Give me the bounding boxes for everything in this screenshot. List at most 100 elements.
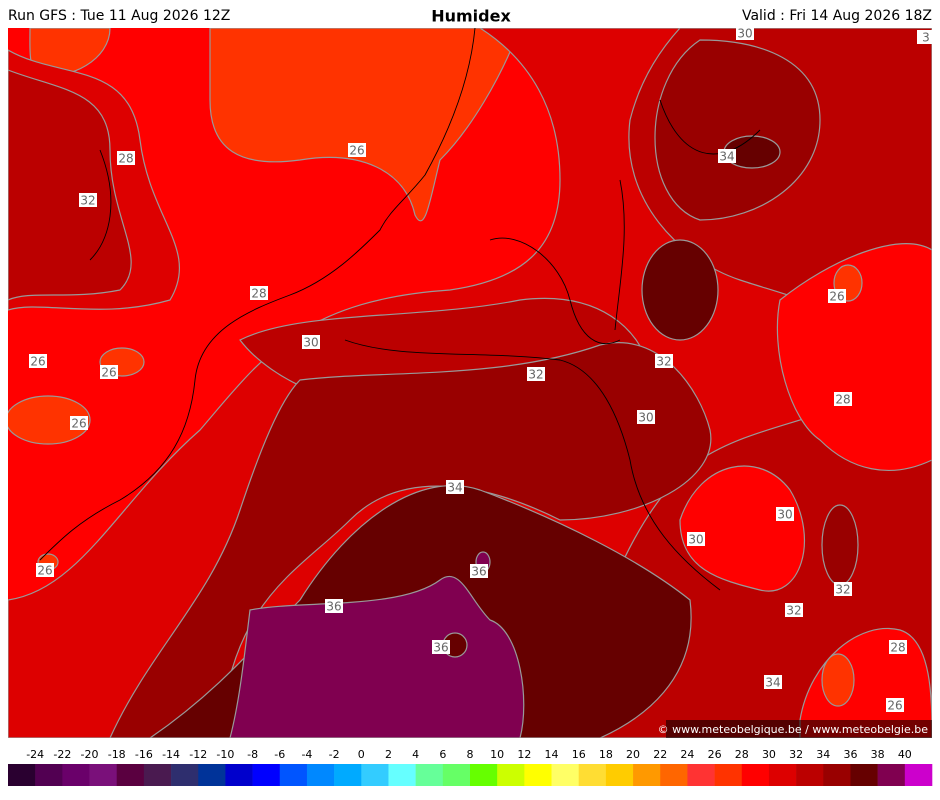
contour-label-text: 32 (835, 583, 850, 597)
colorbar-tick-label: 26 (708, 748, 722, 761)
colorbar-tick-label: -8 (247, 748, 258, 761)
contour-label-text: 30 (737, 27, 752, 41)
contour-label: 30 (687, 532, 705, 547)
colorbar-tick-label: 16 (572, 748, 586, 761)
contour-label-text: 36 (471, 565, 486, 579)
colorbar-tick-label: -6 (274, 748, 285, 761)
colorbar-swatch (470, 764, 498, 786)
contour-label-box (718, 149, 736, 163)
contour-label-text: 36 (433, 641, 448, 655)
map: 30 3 28 32 26 34 28 26 30 32 26 26 26 32 30 28 34 30 30 26 3… (8, 27, 932, 738)
contour-label-text: 36 (326, 600, 341, 614)
contour-label-text: 34 (719, 150, 734, 164)
colorbar-tick-label: 6 (439, 748, 446, 761)
contour-label-box (70, 416, 88, 430)
contour-label-box (764, 675, 782, 689)
colorbar-swatch (741, 764, 770, 786)
contour-label: 34 (718, 149, 736, 164)
colorbar-swatch (171, 764, 199, 786)
colorbar-tick-label: -22 (53, 748, 71, 761)
contour-label-text: 32 (528, 368, 543, 382)
colorbar-swatch (904, 764, 933, 786)
contour-label-box (637, 410, 655, 424)
colorbar-tick-label: 34 (816, 748, 830, 761)
colorbar-swatch (62, 764, 90, 786)
contour-label-text: 26 (37, 564, 52, 578)
contour-label-box (325, 599, 343, 613)
colorbar-swatch (877, 764, 906, 786)
contour-label: 32 (655, 354, 673, 369)
contour-label-box (785, 603, 803, 617)
contour-label-text: 26 (829, 290, 844, 304)
colorbar-swatch (89, 764, 118, 786)
contour-label-box (117, 151, 135, 165)
contour-label-text: 30 (777, 508, 792, 522)
colorbar-swatch (306, 764, 335, 786)
contour-label-box (828, 289, 846, 303)
contour-label-box (687, 532, 705, 546)
contour-label: 30 (637, 410, 655, 425)
contour-label: 32 (834, 582, 852, 597)
contour-label: 3 (917, 30, 932, 45)
contour-label: 26 (100, 365, 118, 380)
colorbar-swatch (35, 764, 63, 786)
contour-label-text: 30 (688, 533, 703, 547)
contour-label-text: 26 (101, 366, 116, 380)
contour-label-text: 28 (251, 287, 266, 301)
contour-label-text: 28 (835, 393, 850, 407)
contour-label-box (470, 564, 488, 578)
colorbar-tick-label: -4 (301, 748, 312, 761)
colorbar-swatch (524, 764, 552, 786)
colorbar-tick-label: 2 (385, 748, 392, 761)
colorbar-tick-label: -18 (108, 748, 126, 761)
contour-label-text: 26 (349, 144, 364, 158)
contour-label-box (348, 143, 366, 157)
colorbar-swatch (796, 764, 824, 786)
contour-label: 28 (834, 392, 852, 407)
colorbar-tick-label: 8 (467, 748, 474, 761)
contour-label: 36 (470, 564, 488, 579)
colorbar-swatch (768, 764, 797, 786)
contour-label-box (100, 365, 118, 379)
contour-label-text: 32 (786, 604, 801, 618)
colorbar-swatch (415, 764, 444, 786)
colorbar-tick-label: 24 (680, 748, 694, 761)
contour-label: 30 (776, 507, 794, 522)
contour-label: 28 (250, 286, 268, 301)
contour-label-box (29, 354, 47, 368)
colorbar-tick-label: 22 (653, 748, 667, 761)
colorbar-tick-label: 0 (358, 748, 365, 761)
colorbar-swatch (578, 764, 607, 786)
contour-label: 26 (36, 563, 54, 578)
colorbar-tick-label: 38 (871, 748, 885, 761)
contour-label-box (432, 640, 450, 654)
colorbar-swatch (687, 764, 715, 786)
contour-label-text: 26 (30, 355, 45, 369)
colorbar-swatch (279, 764, 308, 786)
colorbar-swatch (388, 764, 416, 786)
contour-label: 30 (302, 335, 320, 350)
contour-label: 28 (117, 151, 135, 166)
colorbar-tick-label: -20 (81, 748, 99, 761)
contour-label: 26 (348, 143, 366, 158)
contour-label-box (527, 367, 545, 381)
contour-label-box (446, 480, 464, 494)
colorbar-swatch (714, 764, 743, 786)
colorbar-tick-label: -14 (162, 748, 180, 761)
colorbar-tick-label: -12 (189, 748, 207, 761)
contour-label: 34 (764, 675, 782, 690)
contour-label-box (917, 30, 932, 44)
colorbar-tick-label: 4 (412, 748, 419, 761)
contour-label: 34 (446, 480, 464, 495)
colorbar-swatch (551, 764, 580, 786)
colorbar-tick-label: 40 (898, 748, 912, 761)
copyright: © www.meteobelgique.be / www.meteobelgie… (658, 723, 929, 736)
contour-label: 32 (527, 367, 545, 382)
contour-label-box (302, 335, 320, 349)
colorbar-tick-label: 18 (599, 748, 613, 761)
contour-label: 26 (828, 289, 846, 304)
contour-label-box (36, 563, 54, 577)
contour-label-box (736, 28, 754, 40)
contour-label-text: 34 (447, 481, 462, 495)
contour-label-box (834, 392, 852, 406)
